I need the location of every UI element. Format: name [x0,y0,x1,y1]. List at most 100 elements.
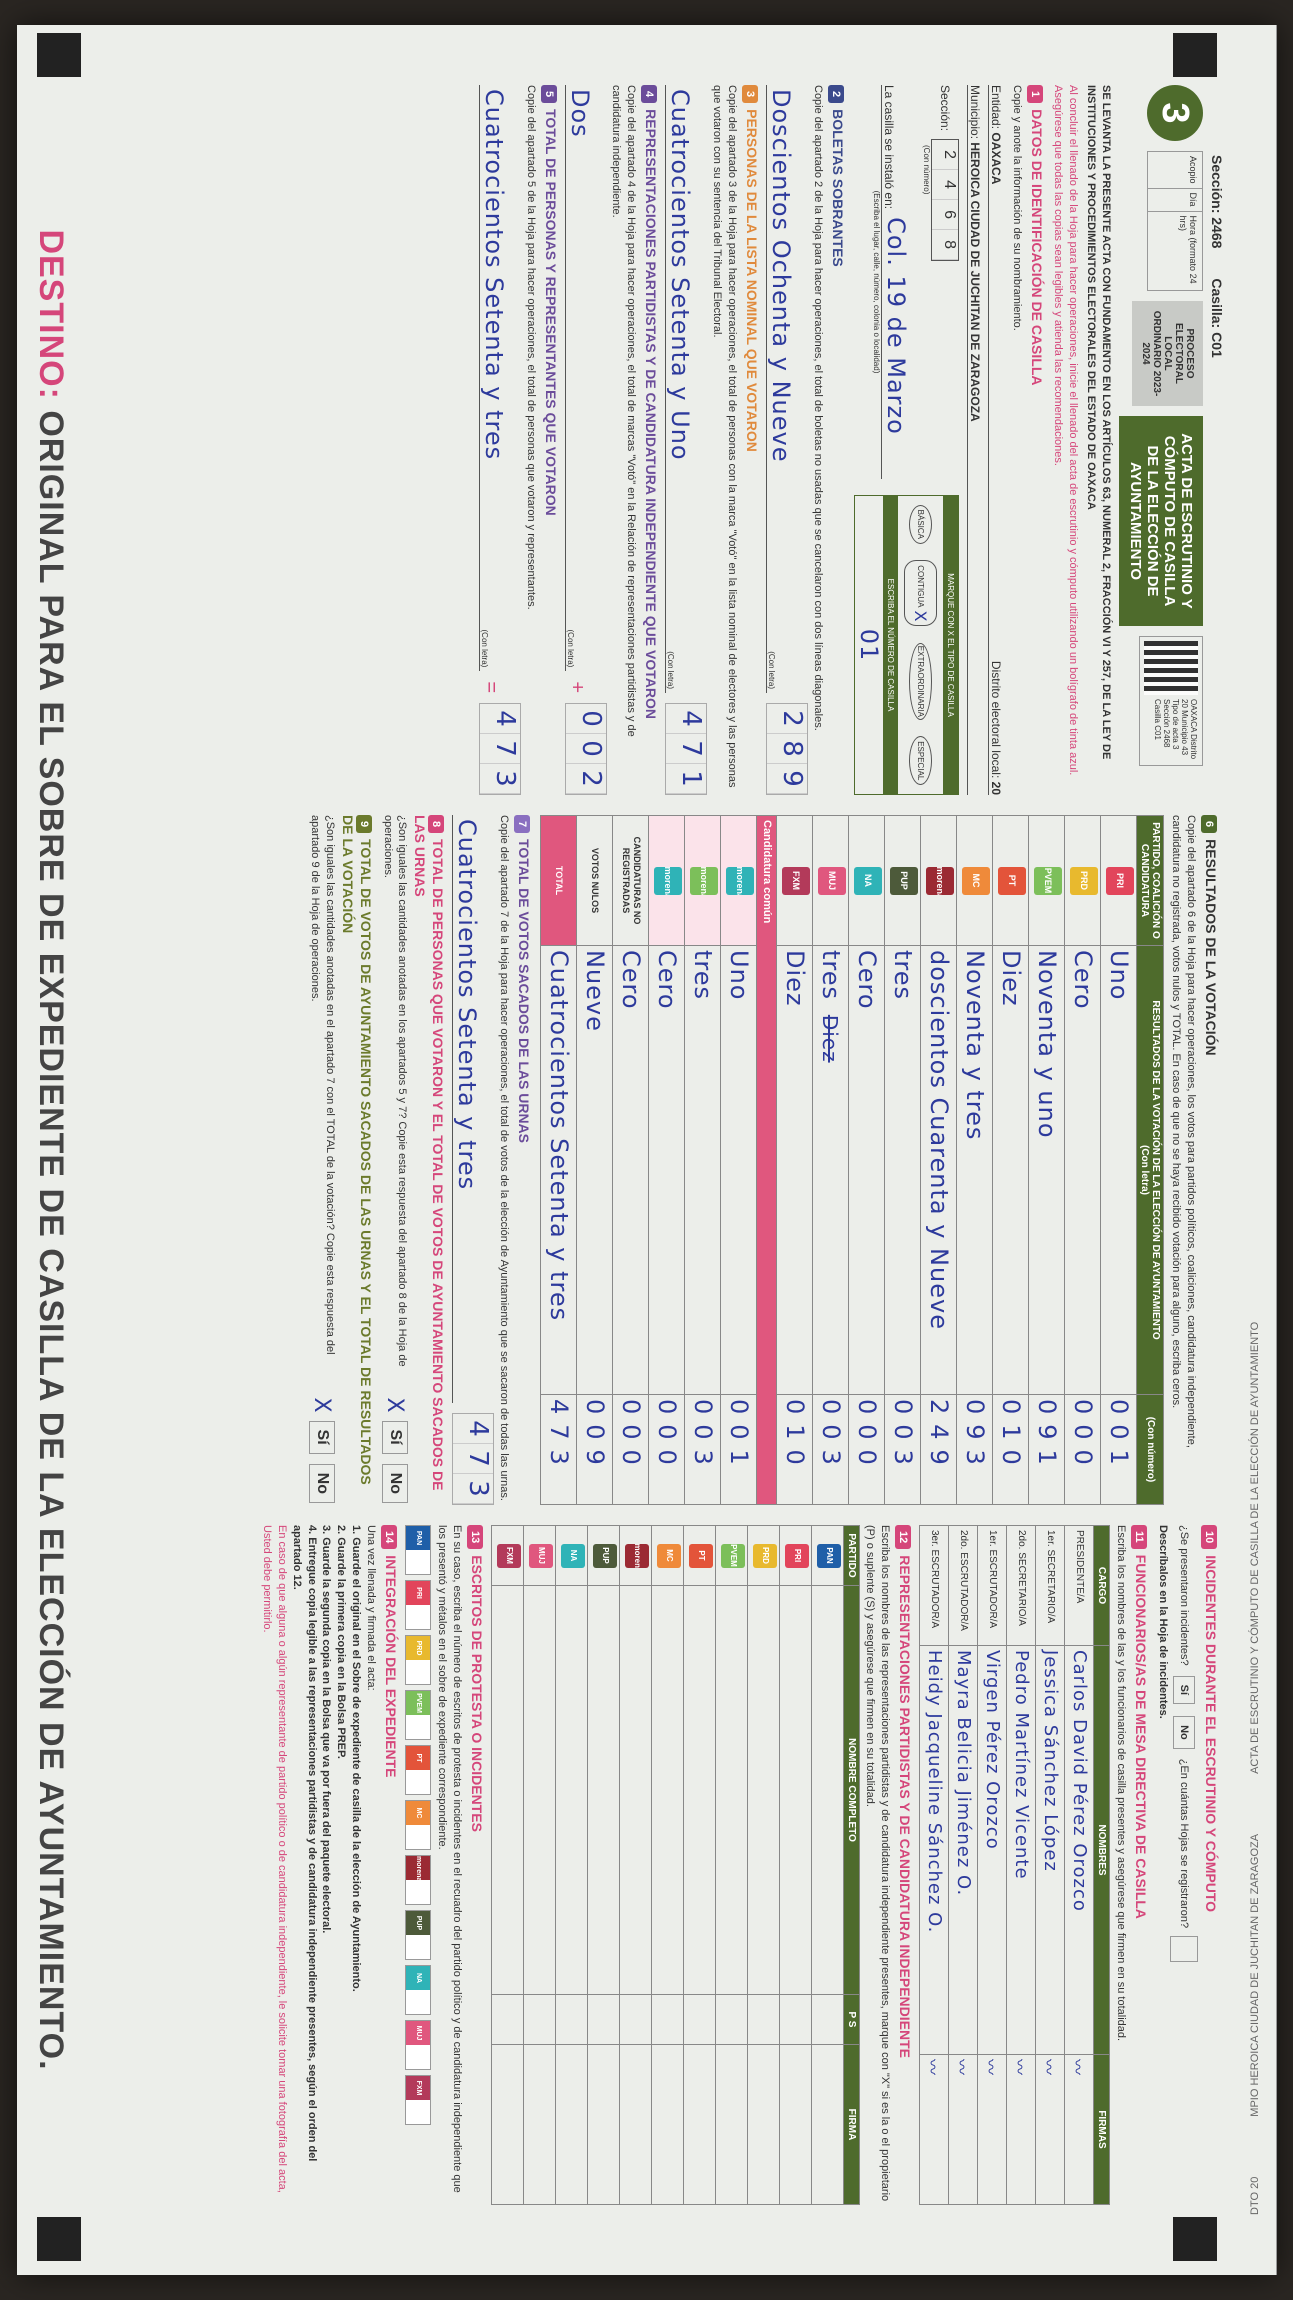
rep-name-field[interactable] [683,1585,716,1995]
votes-numero[interactable]: 093 [960,1399,989,1475]
rep-name-field[interactable] [651,1585,684,1995]
escrito-count-field[interactable] [405,2045,430,2069]
amount-letra[interactable]: Doscientos Ochenta y Nueve [766,89,795,463]
votes-numero[interactable]: 010 [780,1399,809,1475]
votes-letra[interactable]: Cero [1068,950,1097,1010]
escrito-count-field[interactable] [405,1715,430,1739]
votes-letra[interactable]: Uno [724,950,753,1001]
escrito-box[interactable]: FXM [404,2075,431,2125]
rep-ps-field[interactable] [651,1994,684,2045]
answer-si[interactable]: Sí [381,1420,408,1454]
escrito-box[interactable]: PVEM [404,1690,431,1740]
rep-ps-field[interactable] [683,1994,716,2045]
votes-numero[interactable]: 001 [1104,1399,1133,1475]
nombre[interactable]: Virgen Pérez Orozco [981,1650,1003,1850]
votes-letra[interactable]: Uno [1104,950,1133,1001]
votes-numero[interactable]: 001 [724,1399,753,1475]
escrito-count-field[interactable] [405,1605,430,1629]
votes-numero[interactable]: 000 [616,1399,645,1475]
votes-numero[interactable]: 000 [652,1399,681,1475]
escrito-box[interactable]: PAN [404,1525,431,1575]
escrito-box[interactable]: PUP [404,1910,431,1960]
signature[interactable]: 〰 [1035,2054,1065,2205]
incidentes-si[interactable]: Sí [1172,1675,1196,1705]
sacados-letra[interactable]: Cuatrocientos Setenta y tres [453,819,482,1191]
votes-numero[interactable]: 003 [688,1399,717,1475]
rep-signature-field[interactable] [491,2044,524,2205]
escrito-count-field[interactable] [405,1660,430,1684]
rep-ps-field[interactable] [587,1994,620,2045]
votes-numero[interactable]: 010 [996,1399,1025,1475]
rep-name-field[interactable] [619,1585,652,1995]
escrito-count-field[interactable] [405,1880,430,1904]
escrito-count-field[interactable] [405,1550,430,1574]
rep-name-field[interactable] [523,1585,556,1995]
rep-signature-field[interactable] [587,2044,620,2205]
votes-numero[interactable]: 249 [924,1399,953,1475]
nombre[interactable]: Mayra Belicia Jiménez O. [952,1650,974,1897]
answer-si[interactable]: Sí [308,1420,335,1454]
votes-numero[interactable]: 003 [816,1399,845,1475]
escrito-box[interactable]: NA [404,1965,431,2015]
rep-ps-field[interactable] [747,1994,780,2045]
votes-letra[interactable]: Cero [652,950,681,1010]
escrito-count-field[interactable] [405,2100,430,2124]
rep-name-field[interactable] [715,1585,748,1995]
amount-letra[interactable]: Cuatrocientos Setenta y Uno [666,89,695,461]
rep-signature-field[interactable] [683,2044,716,2205]
answer-no[interactable]: No [381,1463,408,1503]
rep-signature-field[interactable] [715,2044,748,2205]
rep-name-field[interactable] [811,1585,844,1995]
votes-numero[interactable]: 473 [544,1399,573,1475]
rep-signature-field[interactable] [651,2044,684,2205]
escrito-count-field[interactable] [405,1825,430,1849]
rep-name-field[interactable] [491,1585,524,1995]
rep-ps-field[interactable] [555,1994,588,2045]
rep-ps-field[interactable] [523,1994,556,2045]
escrito-box[interactable]: PRD [404,1635,431,1685]
rep-signature-field[interactable] [747,2044,780,2205]
rep-signature-field[interactable] [555,2044,588,2205]
escrito-count-field[interactable] [405,1935,430,1959]
votes-letra[interactable]: Noventa y uno [1032,950,1061,1139]
votes-letra[interactable]: Diez [996,950,1025,1007]
nombre[interactable]: Pedro Martínez Vicente [1010,1650,1032,1880]
rep-name-field[interactable] [779,1585,812,1995]
rep-ps-field[interactable] [715,1994,748,2045]
votes-numero[interactable]: 091 [1032,1399,1061,1475]
rep-signature-field[interactable] [811,2044,844,2205]
votes-letra[interactable]: doscientos Cuarenta y Nueve [924,950,953,1330]
amount-letra[interactable]: Cuatrocientos Setenta y tres [479,89,508,461]
rep-name-field[interactable] [555,1585,588,1995]
votes-letra[interactable]: tres [816,950,845,1001]
tipo-especial[interactable]: ESPECIAL [908,736,932,786]
escrito-count-field[interactable] [405,1770,430,1794]
escrito-box[interactable]: MUJ [404,2020,431,2070]
escrito-box[interactable]: morena [404,1855,431,1905]
votes-numero[interactable]: 003 [888,1399,917,1475]
rep-name-field[interactable] [747,1585,780,1995]
signature[interactable]: 〰 [1064,2054,1094,2205]
answer-no[interactable]: No [308,1463,335,1503]
votes-letra[interactable]: Cero [616,950,645,1010]
escrito-box[interactable]: MC [404,1800,431,1850]
signature[interactable]: 〰 [1006,2054,1036,2205]
tipo-basica[interactable]: BÁSICA [908,504,932,544]
votes-letra[interactable]: Noventa y tres [960,950,989,1141]
votes-letra[interactable]: Diez [780,950,809,1007]
votes-numero[interactable]: 000 [1068,1399,1097,1475]
rep-signature-field[interactable] [523,2044,556,2205]
nombre[interactable]: Carlos David Pérez Orozco [1068,1650,1090,1912]
votes-letra[interactable]: Cero [852,950,881,1010]
escrito-count-field[interactable] [405,1990,430,2014]
votes-numero[interactable]: 000 [852,1399,881,1475]
nombre[interactable]: Jessica Sánchez López [1039,1650,1061,1872]
rep-ps-field[interactable] [619,1994,652,2045]
tipo-extraordinaria[interactable]: EXTRAORDINARIA [908,642,932,720]
instalo-value[interactable]: Col. 19 de Marzo [881,217,910,435]
rep-signature-field[interactable] [779,2044,812,2205]
votes-numero[interactable]: 009 [580,1399,609,1475]
